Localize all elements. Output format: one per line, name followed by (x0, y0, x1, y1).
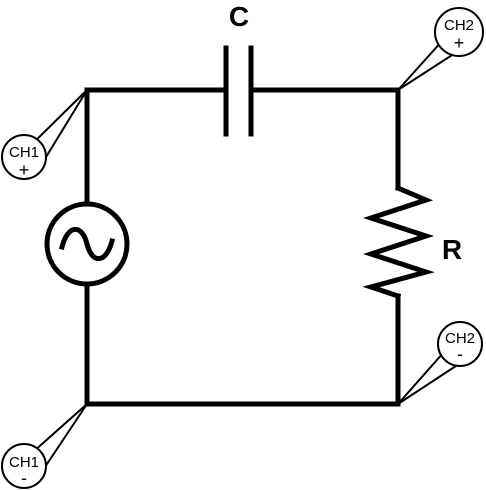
probe-ch2-positive-circle (434, 7, 484, 57)
probe-ch2-negative-circle (437, 321, 483, 367)
ac-source (44, 201, 130, 287)
probe-ch2-negative-lead (397, 351, 463, 405)
resistor (362, 184, 435, 300)
capacitor (223, 45, 254, 137)
probe-ch2-negative-name: CH2 (445, 330, 475, 347)
probe-ch1-negative-name: CH1 (9, 454, 39, 471)
probe-ch2-positive-name: CH2 (444, 17, 474, 34)
probe-ch2-negative-sign: - (457, 344, 463, 364)
probe-ch1-negative[interactable]: CH1 - (1, 403, 88, 489)
circuit-wires (84, 87, 401, 407)
probe-ch1-positive-name: CH1 (9, 144, 39, 161)
resistor-label: R (442, 234, 462, 265)
probe-ch2-positive-lead (397, 39, 464, 91)
probe-ch1-negative-lead (23, 403, 88, 471)
capacitor-label: C (229, 1, 249, 32)
probe-ch2-negative[interactable]: CH2 - (397, 321, 483, 405)
probe-ch1-negative-circle (1, 443, 47, 489)
sine-wave-icon (58, 226, 116, 262)
probe-ch1-positive[interactable]: CH1 + (1, 89, 88, 180)
probe-ch1-positive-sign: + (19, 160, 30, 180)
probe-ch1-positive-circle (1, 134, 47, 180)
probe-ch1-negative-sign: - (21, 468, 27, 488)
ac-source-circle (44, 201, 130, 287)
probe-ch2-positive[interactable]: CH2 + (397, 7, 484, 91)
probe-ch1-positive-lead (23, 89, 88, 163)
probe-ch2-positive-sign: + (454, 33, 465, 53)
